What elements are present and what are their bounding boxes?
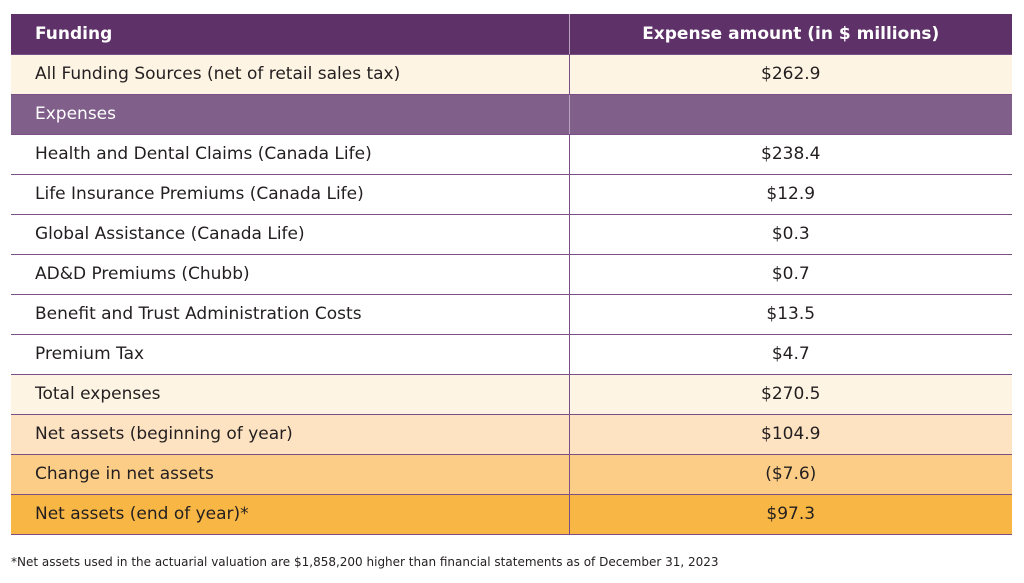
total-expenses-row: Total expenses $270.5 bbox=[11, 374, 1012, 415]
table-row: Global Assistance (Canada Life) $0.3 bbox=[11, 214, 1012, 255]
row-value: $104.9 bbox=[568, 414, 1012, 455]
table-row: Premium Tax $4.7 bbox=[11, 334, 1012, 375]
row-label: All Funding Sources (net of retail sales… bbox=[11, 54, 569, 95]
row-label: Change in net assets bbox=[11, 454, 569, 495]
row-label: Premium Tax bbox=[11, 334, 569, 375]
section-row-expenses: Expenses bbox=[11, 94, 1012, 135]
table-row: Benefit and Trust Administration Costs $… bbox=[11, 294, 1012, 335]
row-value: $238.4 bbox=[568, 134, 1012, 175]
header-funding: Funding bbox=[11, 14, 569, 55]
change-net-assets-row: Change in net assets ($7.6) bbox=[11, 454, 1012, 495]
section-value bbox=[568, 94, 1012, 135]
row-value: $4.7 bbox=[568, 334, 1012, 375]
row-label: Total expenses bbox=[11, 374, 569, 415]
row-value: $13.5 bbox=[568, 294, 1012, 335]
net-assets-beginning-row: Net assets (beginning of year) $104.9 bbox=[11, 414, 1012, 455]
table-row: AD&D Premiums (Chubb) $0.7 bbox=[11, 254, 1012, 295]
row-label: Life Insurance Premiums (Canada Life) bbox=[11, 174, 569, 215]
table-row: All Funding Sources (net of retail sales… bbox=[11, 54, 1012, 95]
footnote: *Net assets used in the actuarial valuat… bbox=[11, 555, 719, 569]
row-value: $0.7 bbox=[568, 254, 1012, 295]
row-label: Global Assistance (Canada Life) bbox=[11, 214, 569, 255]
row-value: $0.3 bbox=[568, 214, 1012, 255]
funding-expense-table: Funding Expense amount (in $ millions) A… bbox=[11, 14, 1012, 535]
section-label: Expenses bbox=[11, 94, 569, 135]
row-value: $12.9 bbox=[568, 174, 1012, 215]
row-value: ($7.6) bbox=[568, 454, 1012, 495]
row-value: $262.9 bbox=[568, 54, 1012, 95]
row-label: Net assets (end of year)* bbox=[11, 494, 569, 535]
row-label: Health and Dental Claims (Canada Life) bbox=[11, 134, 569, 175]
table-header-row: Funding Expense amount (in $ millions) bbox=[11, 14, 1012, 55]
row-value: $270.5 bbox=[568, 374, 1012, 415]
row-label: Net assets (beginning of year) bbox=[11, 414, 569, 455]
header-expense-amount: Expense amount (in $ millions) bbox=[568, 14, 1012, 55]
table-row: Life Insurance Premiums (Canada Life) $1… bbox=[11, 174, 1012, 215]
row-label: Benefit and Trust Administration Costs bbox=[11, 294, 569, 335]
net-assets-end-row: Net assets (end of year)* $97.3 bbox=[11, 494, 1012, 535]
row-value: $97.3 bbox=[568, 494, 1012, 535]
table-row: Health and Dental Claims (Canada Life) $… bbox=[11, 134, 1012, 175]
row-label: AD&D Premiums (Chubb) bbox=[11, 254, 569, 295]
